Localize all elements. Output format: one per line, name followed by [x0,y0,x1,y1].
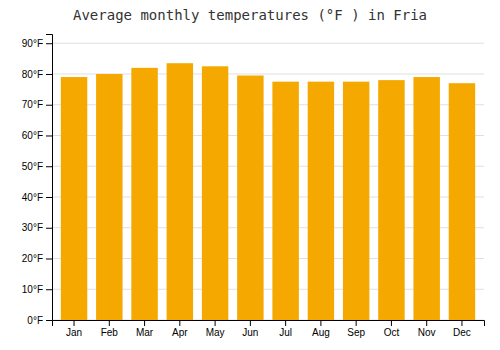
tick-mark [215,320,216,326]
tick-mark [356,320,357,326]
bar [343,82,369,320]
tick-label: Oct [384,327,400,338]
tick-mark [320,320,321,326]
tick: 30°F [22,222,52,233]
tick-label: 20°F [22,253,43,264]
y-axis: 0°F 10°F 20°F 30°F 40°F 50°F 60°F 70°F 80°F 90°F [22,35,53,326]
tick-label: 50°F [22,161,43,172]
tick-label: Apr [172,327,188,338]
tick-label: 0°F [27,315,43,326]
tick: Nov [418,320,436,338]
tick-mark [179,320,180,326]
x-axis: Jan Feb Mar Apr May Jun Jul Aug Sep Oct Nov Dec [53,320,485,338]
tick: Aug [312,320,330,338]
chart: 0°F 10°F 20°F 30°F 40°F 50°F 60°F 70°F 80°F 90°F J… [0,0,500,350]
bar [61,77,87,320]
bar [449,83,475,320]
tick-mark [46,43,52,44]
tick-mark [74,320,75,326]
tick-label: 40°F [22,192,43,203]
bar [167,63,193,320]
tick-label: May [206,327,225,338]
tick: Jan [66,320,82,338]
tick: Feb [101,320,119,338]
tick-label: 30°F [22,222,43,233]
axis-line [46,35,53,321]
bars [61,63,475,320]
bar [272,82,298,320]
tick: May [206,320,225,338]
tick: 10°F [22,284,52,295]
tick: Mar [136,320,154,338]
tick: Sep [347,320,365,338]
tick-label: Feb [101,327,119,338]
tick-mark [46,289,52,290]
tick: 0°F [27,315,52,326]
tick-label: 90°F [22,38,43,49]
plot: 0°F 10°F 20°F 30°F 40°F 50°F 60°F 70°F 80°F 90°F J… [22,35,485,339]
tick: 20°F [22,253,52,264]
tick-label: 70°F [22,99,43,110]
tick-mark [109,320,110,326]
tick: 60°F [22,130,52,141]
tick-mark [285,320,286,326]
bar [131,68,157,320]
tick-label: Mar [136,327,154,338]
tick-mark [46,197,52,198]
axis-line [53,321,485,327]
tick-label: Jan [66,327,82,338]
tick: 90°F [22,38,52,49]
tick-label: Sep [347,327,365,338]
tick-mark [250,320,251,326]
tick-mark [46,258,52,259]
bar [96,74,122,320]
tick: 40°F [22,192,52,203]
grid [52,43,484,320]
tick-label: 80°F [22,69,43,80]
bar [413,77,439,320]
bar [237,76,263,320]
tick: 70°F [22,99,52,110]
tick: Jul [279,320,292,338]
tick-mark [461,320,462,326]
tick: Dec [453,320,471,338]
bar [308,82,334,320]
tick-label: Nov [418,327,436,338]
bar [378,80,404,320]
tick-mark [46,228,52,229]
tick-label: Jun [242,327,258,338]
tick-mark [144,320,145,326]
tick-mark [46,74,52,75]
tick-label: Jul [279,327,292,338]
tick: 50°F [22,161,52,172]
tick-mark [46,166,52,167]
tick-mark [426,320,427,326]
tick-label: Aug [312,327,330,338]
tick: Jun [242,320,258,338]
tick-label: 10°F [22,284,43,295]
tick-mark [46,105,52,106]
tick-mark [46,320,52,321]
tick: Apr [172,320,188,338]
tick-mark [46,135,52,136]
grid-line [52,43,484,44]
tick: 80°F [22,69,52,80]
tick-label: Dec [453,327,471,338]
tick-label: 60°F [22,130,43,141]
title: Average monthly temperatures (°F ) in Fr… [73,7,427,23]
tick-mark [391,320,392,326]
bar [202,66,228,320]
tick: Oct [384,320,400,338]
